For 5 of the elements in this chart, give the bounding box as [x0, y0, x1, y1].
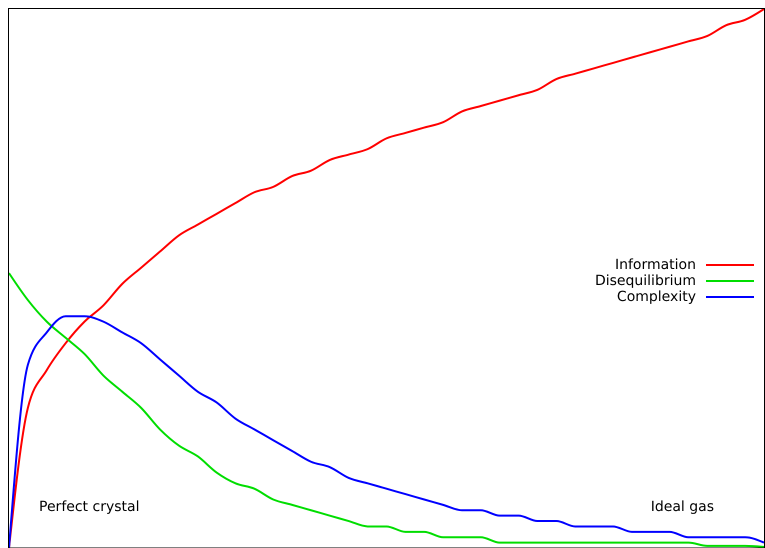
legend-label: Information [614, 257, 696, 273]
legend-label: Complexity [616, 289, 696, 305]
annotation: Ideal gas [650, 499, 714, 515]
legend-label: Disequilibrium [594, 273, 696, 289]
annotation: Perfect crystal [39, 499, 140, 515]
